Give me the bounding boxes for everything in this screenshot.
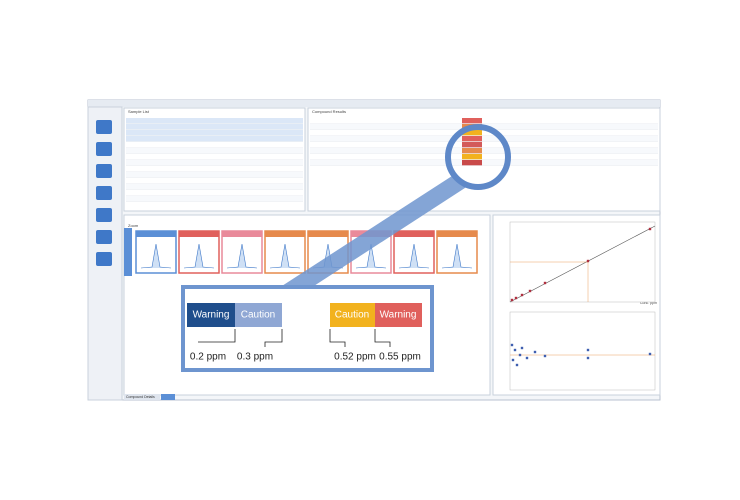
peak	[183, 243, 215, 269]
table-row	[126, 172, 303, 178]
flag-cell	[462, 148, 482, 154]
point	[648, 352, 652, 356]
thumbnail-header	[394, 231, 434, 237]
table-row	[310, 118, 658, 124]
point	[525, 356, 529, 360]
flag-label: Caution	[241, 310, 275, 321]
point	[543, 354, 547, 358]
thumbnail-header	[308, 231, 348, 237]
tab[interactable]	[124, 394, 160, 400]
point	[511, 358, 515, 362]
table-row	[310, 136, 658, 142]
table-row	[126, 154, 303, 160]
flag-label: Warning	[193, 310, 230, 321]
flag-label: Warning	[380, 310, 417, 321]
table-row	[310, 130, 658, 136]
peak	[398, 243, 430, 269]
callout-connector	[268, 176, 468, 295]
flag-label: Caution	[335, 310, 369, 321]
zoom-label: Zoom	[128, 223, 139, 228]
title-bar	[88, 100, 660, 107]
flag-warning	[375, 303, 422, 327]
point	[586, 259, 590, 263]
point	[528, 289, 532, 293]
plot-area	[509, 311, 656, 391]
point	[586, 348, 590, 352]
nav-icon	[96, 120, 112, 134]
flag-caution	[235, 303, 282, 327]
point	[514, 296, 518, 300]
point	[518, 353, 522, 357]
threshold-label: 0.2 ppm	[190, 352, 226, 363]
table-row	[126, 136, 303, 142]
point	[586, 356, 590, 360]
axis-label: Conc. ppm	[640, 301, 657, 305]
flag-cell	[462, 130, 482, 136]
side-tab	[124, 228, 132, 276]
point	[533, 350, 537, 354]
peak	[226, 243, 258, 269]
table-row	[126, 178, 303, 184]
nav-icon	[96, 186, 112, 200]
table-row	[126, 124, 303, 130]
thumbnail-header	[136, 231, 176, 237]
nav-icon	[96, 142, 112, 156]
flag-caution	[330, 303, 375, 327]
callout-box	[181, 285, 434, 372]
thumbnail-header	[437, 231, 477, 237]
table-row	[310, 142, 658, 148]
point	[510, 343, 514, 347]
table-row	[310, 148, 658, 154]
table-row	[126, 196, 303, 202]
nav-icon	[96, 164, 112, 178]
nav-icon	[96, 230, 112, 244]
table-row	[126, 160, 303, 166]
threshold-label: 0.3 ppm	[237, 352, 273, 363]
flag-cell	[462, 136, 482, 142]
table-row	[126, 142, 303, 148]
panel-title: Compound Results	[312, 109, 346, 114]
point	[520, 293, 524, 297]
point	[513, 348, 517, 352]
threshold-label: 0.52 ppm	[334, 352, 376, 363]
thumbnail-header	[265, 231, 305, 237]
magnifier-ring	[445, 124, 511, 190]
table-row	[126, 118, 303, 124]
peak	[140, 243, 172, 269]
table-row	[126, 166, 303, 172]
leader-lines	[198, 329, 391, 347]
point	[543, 281, 547, 285]
nav-icon	[96, 252, 112, 266]
fit-line	[509, 225, 656, 303]
thumbnail-header	[222, 231, 262, 237]
peak	[441, 243, 473, 269]
point	[648, 227, 652, 231]
panel-title: Sample List	[128, 109, 150, 114]
tab[interactable]	[161, 394, 175, 400]
thumbnail-header	[179, 231, 219, 237]
point	[510, 298, 514, 302]
point	[520, 346, 524, 350]
peak	[269, 243, 301, 269]
table-row	[126, 190, 303, 196]
point	[515, 363, 519, 367]
table-row	[126, 130, 303, 136]
flag-cell	[462, 160, 482, 166]
flag-cell	[462, 118, 482, 124]
flag-cell	[462, 154, 482, 160]
table-row	[126, 148, 303, 154]
threshold-label: 0.55 ppm	[379, 352, 421, 363]
flag-cell	[462, 142, 482, 148]
nav-icon	[96, 208, 112, 222]
flag-warning	[187, 303, 235, 327]
tab-label: Compound Details	[126, 395, 155, 399]
table-row	[310, 160, 658, 166]
table-row	[126, 184, 303, 190]
table-row	[310, 154, 658, 160]
